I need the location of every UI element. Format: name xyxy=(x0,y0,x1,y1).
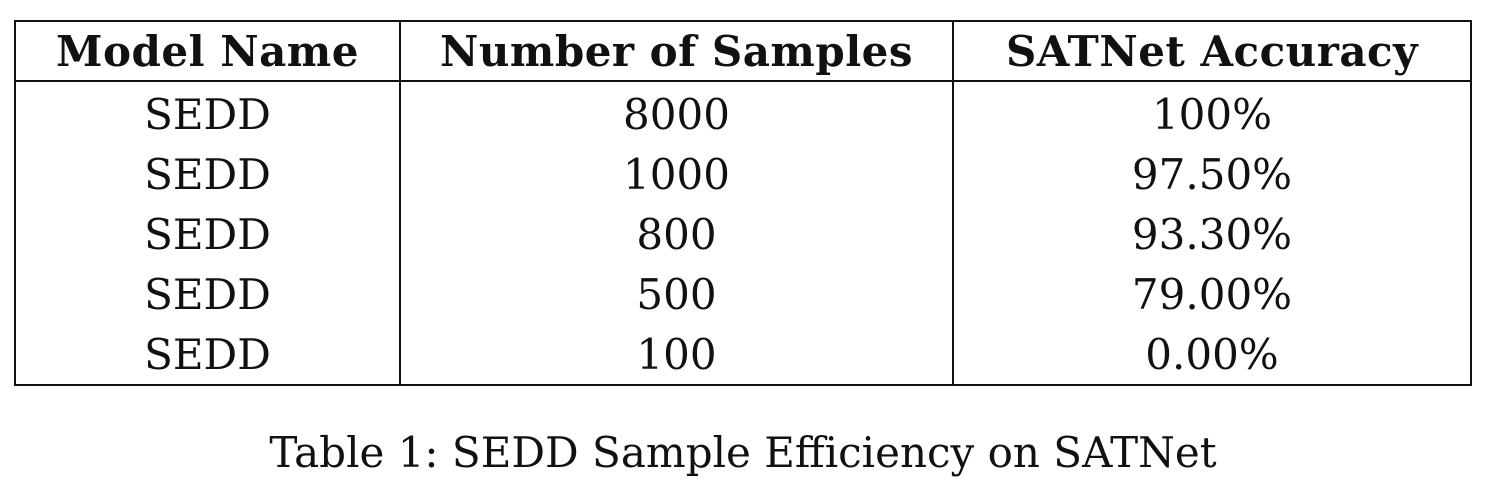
table-body: SEDD 8000 100% SEDD 1000 97.50% SEDD 800… xyxy=(14,81,1472,386)
cell-model-name: SEDD xyxy=(14,324,401,386)
cell-number-of-samples: 100 xyxy=(399,324,954,386)
cell-model-name: SEDD xyxy=(14,144,401,204)
cell-model-name: SEDD xyxy=(14,204,401,264)
cell-satnet-accuracy: 93.30% xyxy=(952,204,1472,264)
table-row: SEDD 100 0.00% xyxy=(14,324,1472,386)
table-header: Model Name Number of Samples SATNet Accu… xyxy=(14,20,1472,82)
cell-number-of-samples: 1000 xyxy=(399,144,954,204)
header-number-of-samples: Number of Samples xyxy=(399,20,954,82)
results-table-container: Model Name Number of Samples SATNet Accu… xyxy=(14,20,1472,386)
cell-model-name: SEDD xyxy=(14,264,401,324)
header-model-name: Model Name xyxy=(14,20,401,82)
table-row: SEDD 800 93.30% xyxy=(14,204,1472,264)
cell-satnet-accuracy: 0.00% xyxy=(952,324,1472,386)
table-row: SEDD 500 79.00% xyxy=(14,264,1472,324)
table-row: SEDD 8000 100% xyxy=(14,81,1472,144)
cell-number-of-samples: 500 xyxy=(399,264,954,324)
header-satnet-accuracy: SATNet Accuracy xyxy=(952,20,1472,82)
cell-satnet-accuracy: 97.50% xyxy=(952,144,1472,204)
cell-number-of-samples: 800 xyxy=(399,204,954,264)
table-caption: Table 1: SEDD Sample Efficiency on SATNe… xyxy=(269,428,1217,477)
cell-satnet-accuracy: 100% xyxy=(952,81,1472,144)
results-table: Model Name Number of Samples SATNet Accu… xyxy=(14,20,1472,386)
table-row: SEDD 1000 97.50% xyxy=(14,144,1472,204)
cell-model-name: SEDD xyxy=(14,81,401,144)
cell-number-of-samples: 8000 xyxy=(399,81,954,144)
header-row: Model Name Number of Samples SATNet Accu… xyxy=(14,20,1472,82)
cell-satnet-accuracy: 79.00% xyxy=(952,264,1472,324)
